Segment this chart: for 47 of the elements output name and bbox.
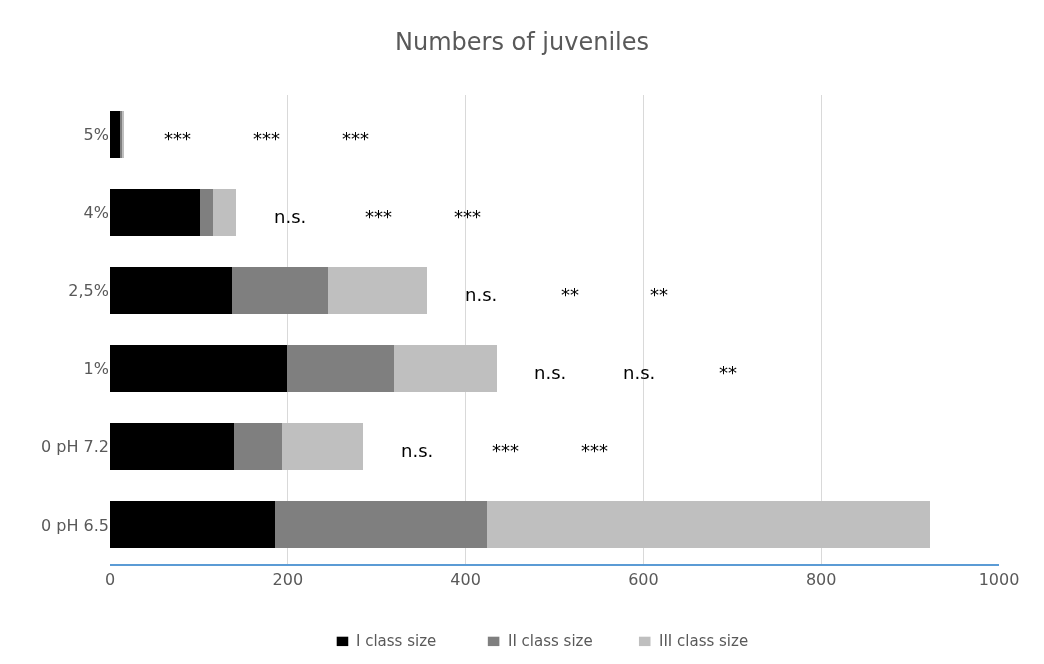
bar — [110, 423, 235, 471]
annotation: *** — [581, 440, 608, 461]
annotation: n.s. — [623, 362, 656, 383]
bar — [393, 345, 497, 393]
chart-title: Numbers of juveniles — [395, 28, 649, 56]
annotation: *** — [454, 206, 481, 227]
y-tick-label: 0 pH 6.5 — [41, 515, 109, 535]
legend-label: I class size — [356, 632, 437, 650]
annotation: n.s. — [465, 284, 498, 305]
y-tick-label: 4% — [83, 202, 109, 222]
bar — [286, 345, 394, 393]
annotation: n.s. — [274, 206, 307, 227]
bar — [199, 188, 214, 236]
bar — [110, 266, 232, 314]
annotation: *** — [164, 128, 191, 149]
x-tick-label: 200 — [272, 570, 304, 590]
bar — [327, 266, 428, 314]
legend-label: III class size — [659, 632, 749, 650]
annotation: n.s. — [401, 440, 434, 461]
annotation: *** — [492, 440, 519, 461]
bar — [275, 501, 487, 549]
bar — [110, 188, 200, 236]
bar — [213, 188, 237, 236]
bar — [110, 501, 276, 549]
bar — [486, 501, 930, 549]
annotation: ** — [719, 362, 737, 383]
annotation: ** — [561, 284, 579, 305]
annotation: ** — [650, 284, 668, 305]
x-tick-label: 800 — [805, 570, 837, 590]
bar — [231, 266, 328, 314]
bar — [110, 110, 121, 158]
annotation: *** — [365, 206, 392, 227]
x-tick-label: 0 — [104, 570, 116, 590]
legend-label: II class size — [508, 632, 593, 650]
x-tick-label: 400 — [450, 570, 481, 590]
y-tick-label: 0 pH 7.2 — [41, 437, 109, 457]
bar — [234, 423, 283, 471]
bar — [282, 423, 364, 471]
annotation: *** — [253, 128, 280, 149]
annotation: n.s. — [534, 362, 567, 383]
annotation: *** — [342, 128, 369, 149]
bar — [110, 345, 287, 393]
x-tick-label: 1000 — [978, 570, 1020, 590]
y-tick-label: 1% — [83, 359, 109, 379]
x-tick-label: 600 — [628, 570, 659, 590]
y-tick-label: 2,5% — [68, 281, 109, 301]
y-tick-label: 5% — [83, 124, 109, 144]
